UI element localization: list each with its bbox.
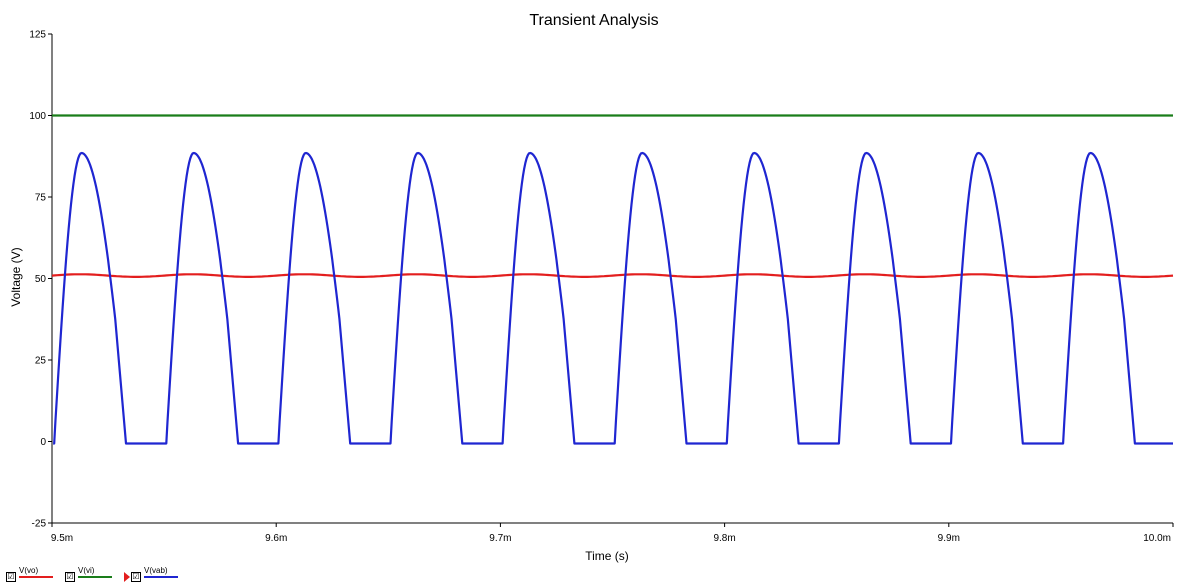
series-layer xyxy=(51,114,1174,445)
y-axis-title: Voltage (V) xyxy=(9,247,23,306)
x-tick-label: 9.6m xyxy=(265,533,287,544)
selected-trace-marker-icon xyxy=(124,572,130,582)
y-tick-label: 100 xyxy=(29,111,46,122)
legend-swatch-vab xyxy=(144,576,178,578)
legend: ☑ V(vo) ☑ V(vi) ☑ V(vab) xyxy=(6,566,178,582)
x-tick-label: 9.8m xyxy=(713,533,735,544)
series-line-0 xyxy=(51,273,1174,278)
legend-swatch-vi xyxy=(78,576,112,578)
legend-item-vo[interactable]: ☑ V(vo) xyxy=(6,566,53,582)
y-tick-label: 75 xyxy=(35,193,47,204)
x-axis-title: Time (s) xyxy=(585,549,629,563)
chart-title: Transient Analysis xyxy=(529,12,658,29)
legend-label-vi: V(vi) xyxy=(78,566,95,575)
checkbox-icon[interactable]: ☑ xyxy=(131,572,141,582)
y-tick-label: 0 xyxy=(40,437,46,448)
legend-item-vab[interactable]: ☑ V(vab) xyxy=(124,566,178,582)
checkbox-icon[interactable]: ☑ xyxy=(6,572,16,582)
checkbox-icon[interactable]: ☑ xyxy=(65,572,75,582)
series-line-2 xyxy=(53,151,1173,445)
y-tick-label: -25 xyxy=(32,519,47,530)
y-tick-label: 50 xyxy=(35,274,47,285)
legend-label-vo: V(vo) xyxy=(19,566,39,575)
legend-label-vab: V(vab) xyxy=(144,566,168,575)
y-tick-label: 125 xyxy=(29,30,46,41)
x-tick-label: 10.0m xyxy=(1143,533,1171,544)
legend-swatch-vo xyxy=(19,576,53,578)
y-tick-label: 25 xyxy=(35,356,47,367)
x-tick-label: 9.9m xyxy=(938,533,960,544)
legend-item-vi[interactable]: ☑ V(vi) xyxy=(65,566,112,582)
x-tick-label: 9.7m xyxy=(489,533,511,544)
x-tick-label: 9.5m xyxy=(51,533,73,544)
axes: -25 0 25 50 75 100 125 9.5m 9.6m 9.7m 9.8m 9.9m 10.0… xyxy=(29,30,1174,544)
